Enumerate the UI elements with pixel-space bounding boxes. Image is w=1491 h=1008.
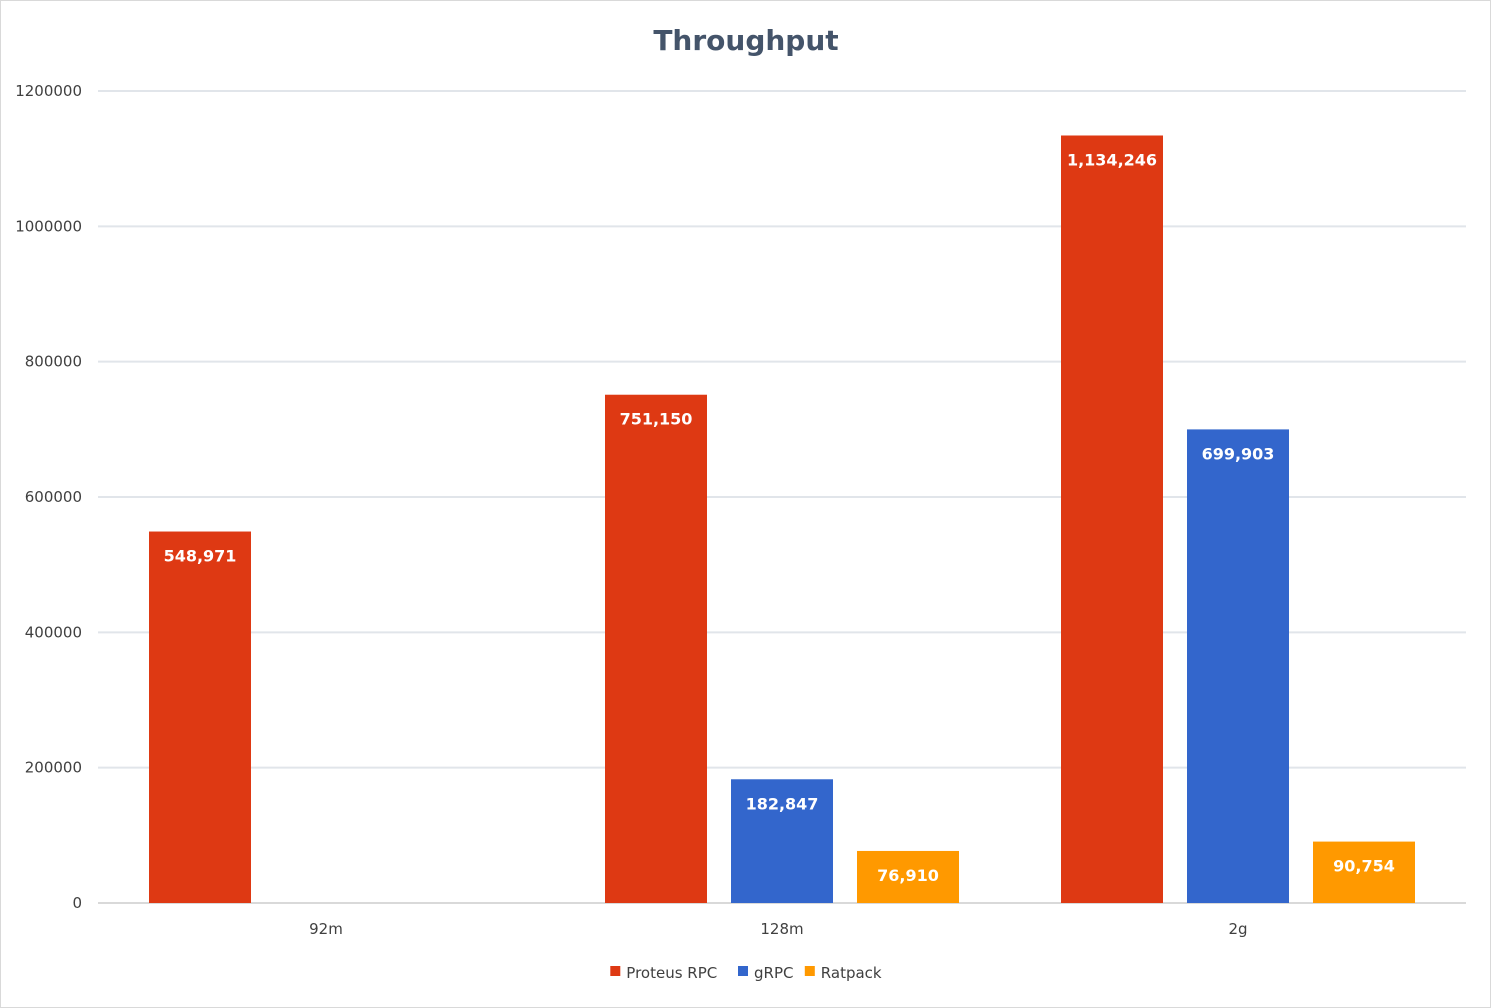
y-tick-label: 800000 xyxy=(25,353,82,371)
bar xyxy=(149,531,251,903)
legend: Proteus RPC gRPC Ratpack xyxy=(610,964,882,982)
bar xyxy=(1187,429,1289,903)
data-label: 699,903 xyxy=(1202,444,1275,463)
legend-label: Proteus RPC xyxy=(626,964,717,982)
y-tick-label: 200000 xyxy=(25,759,82,777)
legend-label: Ratpack xyxy=(821,964,882,982)
y-axis-ticks: 0 200000 400000 600000 800000 1000000 1200000 xyxy=(15,82,82,912)
bar xyxy=(857,850,959,903)
bar xyxy=(1061,135,1163,904)
bar xyxy=(605,394,707,903)
data-label: 751,150 xyxy=(620,410,693,429)
y-tick-label: 400000 xyxy=(25,623,82,641)
data-label: 1,134,246 xyxy=(1067,150,1157,169)
y-tick-label: 1200000 xyxy=(15,82,82,100)
y-tick-label: 1000000 xyxy=(15,217,82,235)
chart-title: Throughput xyxy=(653,24,838,57)
data-label: 90,754 xyxy=(1333,857,1395,876)
legend-swatch xyxy=(804,966,815,976)
legend-label: gRPC xyxy=(754,964,793,982)
x-tick-label: 2g xyxy=(1228,920,1247,938)
x-tick-label: 92m xyxy=(309,920,343,938)
x-axis-ticks: 92m 128m 2g xyxy=(309,920,1247,938)
legend-swatch xyxy=(610,966,621,976)
data-label: 76,910 xyxy=(877,866,939,885)
bar xyxy=(1313,841,1415,903)
data-label: 548,971 xyxy=(164,547,237,566)
data-labels: 548,971 751,150 182,847 76,910 1,134,246 699,… xyxy=(164,150,1395,884)
y-tick-label: 600000 xyxy=(25,488,82,506)
legend-swatch xyxy=(738,966,748,976)
x-tick-label: 128m xyxy=(760,920,803,938)
y-tick-label: 0 xyxy=(72,894,82,912)
bars xyxy=(149,135,1415,904)
data-label: 182,847 xyxy=(746,794,819,813)
bar xyxy=(731,779,833,903)
